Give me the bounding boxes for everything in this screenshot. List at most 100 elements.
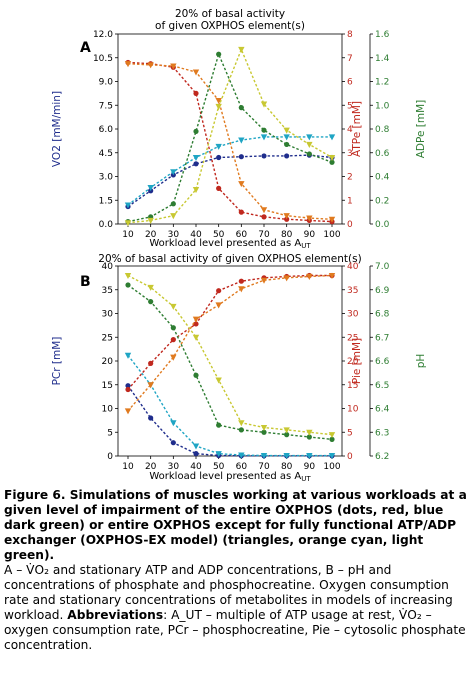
data-point <box>147 217 154 224</box>
series-line <box>127 385 332 457</box>
data-point <box>328 134 336 141</box>
x-tick-label: 80 <box>281 462 293 472</box>
left-tick-label: 10.5 <box>93 54 113 64</box>
series-3 <box>124 61 336 223</box>
right1-tick-label: 30 <box>347 310 359 320</box>
data-point <box>306 429 313 436</box>
series-line <box>127 61 333 223</box>
data-point <box>216 422 222 428</box>
data-point <box>147 382 154 389</box>
data-point <box>148 299 154 305</box>
right1-tick-label: 1 <box>347 196 353 206</box>
x-tick-label: 50 <box>213 462 225 472</box>
right2-tick-label: 6.7 <box>375 333 389 343</box>
data-point <box>238 137 245 144</box>
left-tick-label: 4.5 <box>99 149 113 159</box>
series-line <box>127 62 333 220</box>
series-line <box>127 354 332 457</box>
left-tick-label: 3.0 <box>99 173 114 183</box>
data-point <box>124 352 132 359</box>
series-line <box>127 274 333 436</box>
x-tick-label: 100 <box>323 462 340 472</box>
right1-tick-label: 25 <box>347 333 358 343</box>
data-point <box>124 408 132 415</box>
data-point <box>124 61 132 68</box>
series-3 <box>124 272 336 415</box>
right1-tick-label: 5 <box>347 428 353 438</box>
caption-abbreviations-label: Abbreviations <box>67 608 164 622</box>
data-point <box>170 354 177 361</box>
data-point <box>170 169 177 176</box>
data-point <box>283 275 290 282</box>
x-tick-label: 60 <box>236 462 248 472</box>
right2-tick-label: 6.4 <box>375 405 390 415</box>
right2-tick-label: 0.0 <box>375 220 390 230</box>
right1-tick-label: 8 <box>347 30 353 40</box>
right1-axis-label: ATPe [mM] <box>351 101 363 157</box>
caption-body: A – V̇O₂ and stationary ATP and ADP conc… <box>4 563 453 622</box>
data-point <box>124 202 132 209</box>
x-tick-label: 90 <box>304 230 316 240</box>
data-point <box>215 143 222 150</box>
data-point <box>192 69 200 76</box>
data-point <box>192 154 200 162</box>
data-point <box>238 181 245 188</box>
right2-tick-label: 6.9 <box>375 286 390 296</box>
x-tick-label: 90 <box>304 462 316 472</box>
data-point <box>215 97 222 105</box>
x-tick-label: 50 <box>213 230 225 240</box>
data-point <box>283 134 290 141</box>
x-tick-label: 40 <box>190 230 202 240</box>
data-point <box>238 105 244 111</box>
data-point <box>170 325 176 331</box>
caption-title: Figure 6. Simulations of muscles working… <box>4 488 467 562</box>
data-point <box>215 451 222 458</box>
x-tick-label: 30 <box>168 462 180 472</box>
data-point <box>192 334 200 341</box>
series-2 <box>125 272 335 393</box>
data-point <box>124 272 132 280</box>
data-point <box>192 187 200 194</box>
right1-tick-label: 2 <box>347 173 353 183</box>
data-point <box>148 415 154 421</box>
series-line <box>127 284 333 441</box>
data-point <box>261 429 267 435</box>
data-point <box>306 151 312 157</box>
data-point <box>170 201 176 207</box>
data-point <box>261 127 267 133</box>
data-point <box>329 436 335 442</box>
right2-tick-label: 6.5 <box>375 381 389 391</box>
data-point <box>170 337 176 343</box>
right1-tick-label: 7 <box>347 54 353 64</box>
data-point <box>215 103 222 110</box>
data-point <box>215 377 222 384</box>
x-tick-label: 10 <box>122 230 134 240</box>
data-point <box>260 424 268 432</box>
caption-abbreviations-text: : A_UT – multiple of ATP usage at rest, … <box>4 608 466 652</box>
data-point <box>193 161 199 167</box>
data-point <box>283 127 290 134</box>
series-line <box>127 154 333 208</box>
left-tick-label: 20 <box>102 357 114 367</box>
data-point <box>193 372 199 378</box>
data-point <box>328 452 336 460</box>
data-point <box>124 220 132 227</box>
left-axis-label: PCr [mM] <box>51 337 63 386</box>
series-0 <box>125 383 335 459</box>
data-point <box>261 214 267 220</box>
left-tick-label: 7.5 <box>99 101 113 111</box>
data-point <box>147 62 154 69</box>
left-axis-label: VO2 [mM/min] <box>51 91 63 167</box>
data-point <box>306 134 313 141</box>
right2-tick-label: 1.4 <box>375 54 390 64</box>
x-axis-label: Workload level presented as AUT <box>149 471 311 483</box>
panel-label: B <box>80 274 91 290</box>
data-point <box>193 90 199 96</box>
data-point <box>260 277 268 284</box>
data-point <box>284 141 290 148</box>
data-point <box>170 440 176 446</box>
left-tick-label: 10 <box>102 405 114 415</box>
data-point <box>238 46 245 53</box>
left-tick-label: 30 <box>102 310 114 320</box>
